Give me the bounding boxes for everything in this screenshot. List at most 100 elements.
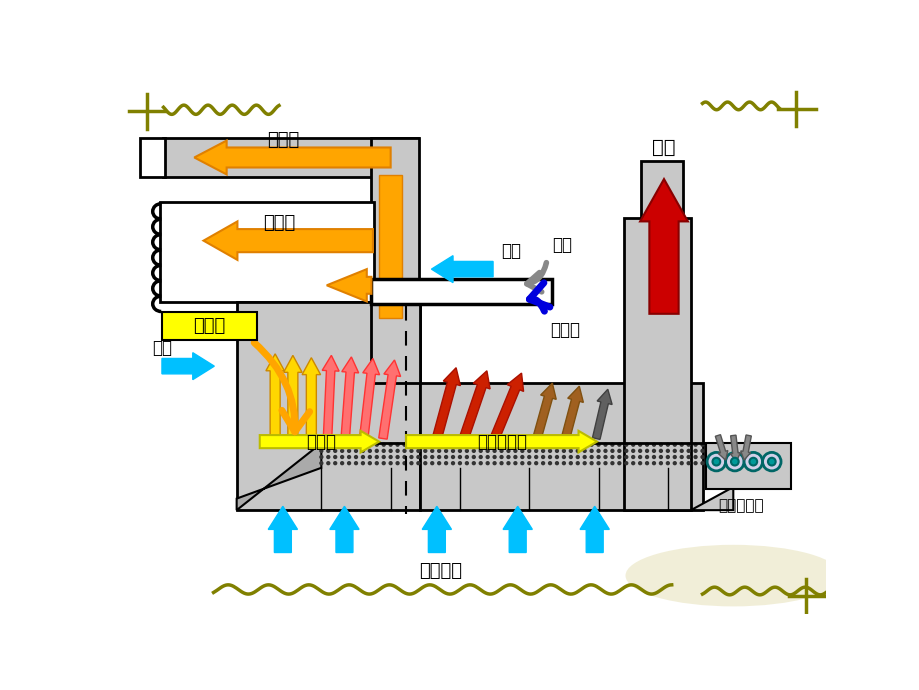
Circle shape: [575, 455, 579, 459]
Circle shape: [340, 455, 344, 459]
Text: 热烤料: 热烤料: [193, 317, 225, 335]
Circle shape: [319, 455, 323, 459]
Circle shape: [444, 461, 448, 465]
Circle shape: [589, 442, 593, 447]
Circle shape: [409, 442, 414, 447]
Circle shape: [333, 455, 337, 459]
Circle shape: [513, 442, 517, 447]
Circle shape: [596, 448, 600, 453]
Circle shape: [464, 455, 469, 459]
Circle shape: [617, 455, 621, 459]
Circle shape: [333, 448, 337, 453]
FancyArrow shape: [459, 371, 490, 440]
Circle shape: [325, 455, 330, 459]
Text: 一次风: 一次风: [550, 322, 579, 339]
FancyBboxPatch shape: [162, 313, 257, 340]
FancyArrow shape: [592, 389, 611, 440]
Circle shape: [429, 442, 434, 447]
Circle shape: [340, 448, 344, 453]
Circle shape: [568, 442, 573, 447]
Circle shape: [548, 442, 551, 447]
FancyArrow shape: [359, 359, 380, 439]
Circle shape: [699, 455, 704, 459]
Circle shape: [346, 442, 351, 447]
Circle shape: [540, 442, 545, 447]
Circle shape: [423, 442, 427, 447]
Circle shape: [527, 455, 531, 459]
Circle shape: [686, 442, 690, 447]
Circle shape: [540, 448, 545, 453]
Circle shape: [548, 455, 551, 459]
Circle shape: [519, 455, 524, 459]
Circle shape: [575, 442, 579, 447]
Circle shape: [568, 461, 573, 465]
Circle shape: [749, 457, 756, 466]
Circle shape: [485, 442, 489, 447]
Circle shape: [665, 442, 669, 447]
Circle shape: [562, 455, 565, 459]
FancyArrow shape: [490, 373, 523, 440]
Circle shape: [388, 448, 392, 453]
Circle shape: [658, 442, 663, 447]
Circle shape: [519, 442, 524, 447]
FancyArrow shape: [268, 506, 297, 553]
Circle shape: [450, 442, 455, 447]
Circle shape: [478, 455, 482, 459]
Circle shape: [707, 453, 725, 471]
Circle shape: [374, 461, 379, 465]
Circle shape: [423, 448, 427, 453]
Circle shape: [554, 455, 559, 459]
Circle shape: [402, 461, 406, 465]
Circle shape: [533, 461, 538, 465]
Ellipse shape: [625, 545, 840, 607]
Circle shape: [319, 448, 323, 453]
Text: 回收区: 回收区: [306, 433, 336, 451]
Circle shape: [368, 448, 371, 453]
Circle shape: [423, 455, 427, 459]
Circle shape: [725, 453, 743, 471]
FancyArrow shape: [341, 357, 358, 439]
Circle shape: [568, 455, 573, 459]
Circle shape: [568, 448, 573, 453]
Circle shape: [485, 461, 489, 465]
Circle shape: [693, 461, 697, 465]
Circle shape: [354, 455, 357, 459]
Circle shape: [658, 455, 663, 459]
Circle shape: [679, 461, 683, 465]
Circle shape: [444, 455, 448, 459]
Circle shape: [478, 448, 482, 453]
Circle shape: [437, 455, 441, 459]
FancyArrow shape: [322, 355, 339, 439]
Circle shape: [499, 448, 503, 453]
FancyArrow shape: [194, 141, 391, 175]
Polygon shape: [236, 443, 321, 510]
Circle shape: [672, 448, 676, 453]
Circle shape: [444, 448, 448, 453]
Circle shape: [630, 461, 635, 465]
FancyArrowPatch shape: [254, 342, 310, 432]
Text: 冷却空气: 冷却空气: [419, 562, 461, 580]
Circle shape: [562, 442, 565, 447]
Circle shape: [519, 448, 524, 453]
Bar: [371, 138, 419, 327]
Circle shape: [458, 461, 461, 465]
Circle shape: [686, 461, 690, 465]
Circle shape: [652, 442, 655, 447]
Circle shape: [444, 442, 448, 447]
Circle shape: [575, 448, 579, 453]
Circle shape: [381, 455, 385, 459]
Circle shape: [589, 448, 593, 453]
Circle shape: [402, 455, 406, 459]
Circle shape: [354, 442, 357, 447]
Circle shape: [630, 442, 635, 447]
Circle shape: [354, 448, 357, 453]
Circle shape: [699, 461, 704, 465]
Circle shape: [617, 448, 621, 453]
Circle shape: [450, 455, 455, 459]
Bar: [379, 175, 402, 317]
Circle shape: [464, 442, 469, 447]
Circle shape: [623, 448, 628, 453]
FancyArrow shape: [379, 360, 400, 439]
Circle shape: [381, 442, 385, 447]
FancyArrow shape: [503, 506, 532, 553]
